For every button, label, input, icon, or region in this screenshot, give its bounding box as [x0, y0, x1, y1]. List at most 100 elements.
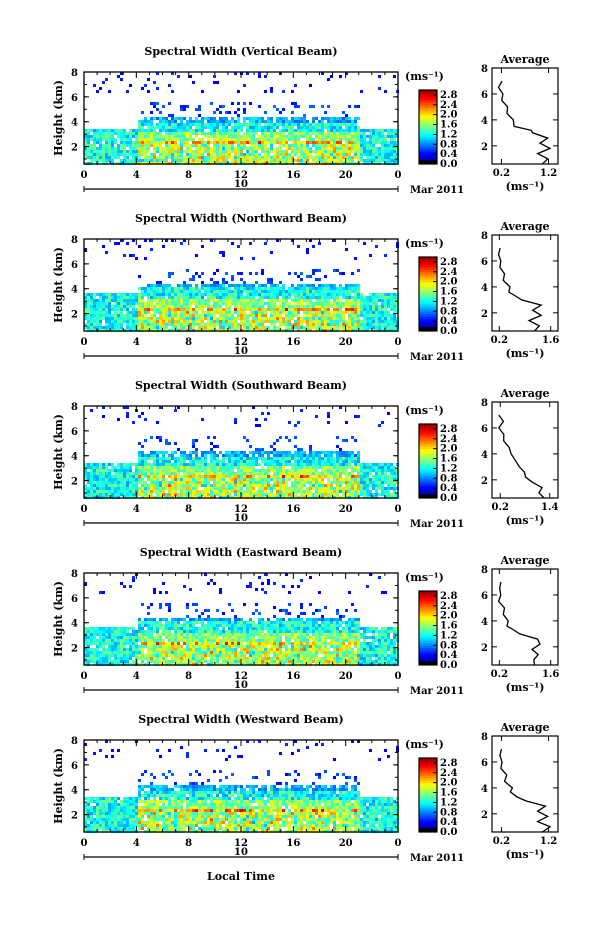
heat-cell: [198, 141, 201, 144]
heat-cell: [189, 326, 192, 329]
heat-cell: [384, 478, 387, 481]
heat-cell: [246, 490, 249, 493]
heat-cell: [261, 490, 264, 493]
heat-cell: [264, 460, 267, 463]
heat-cell: [315, 317, 318, 320]
heat-cell: [156, 299, 159, 302]
colorbar-segment: [419, 114, 437, 118]
heat-cell: [270, 129, 273, 132]
heat-cell: [93, 308, 96, 311]
heat-cell: [132, 481, 135, 484]
heat-cell: [96, 463, 99, 466]
heat-cell: [249, 123, 252, 126]
heat-cell: [141, 299, 144, 302]
heat-cell: [261, 126, 264, 129]
heat-cell: [258, 311, 261, 314]
y-tick-label: 4: [71, 118, 78, 129]
heat-cell: [339, 454, 342, 457]
heat-cell: [381, 314, 384, 317]
heat-cell: [147, 323, 150, 326]
heat-cell: [300, 278, 303, 281]
heat-cell: [354, 314, 357, 317]
colorbar-segment: [419, 160, 437, 164]
heat-cell: [156, 108, 159, 111]
heat-cell: [183, 156, 186, 159]
heat-cell: [240, 490, 243, 493]
heat-cell: [183, 290, 186, 293]
heat-cell: [327, 490, 330, 493]
colorbar-segment: [419, 318, 437, 322]
heat-cell: [198, 302, 201, 305]
heat-cell: [327, 141, 330, 144]
heat-cell: [390, 129, 393, 132]
heat-cell: [156, 284, 159, 287]
heat-cell: [171, 466, 174, 469]
heat-cell: [282, 153, 285, 156]
heat-cell: [342, 129, 345, 132]
heat-cell: [246, 484, 249, 487]
heat-cell: [261, 159, 264, 162]
panel-0: Spectral Width (Vertical Beam)2468Height…: [52, 45, 559, 196]
heat-cell: [111, 466, 114, 469]
heat-cell: [294, 463, 297, 466]
heat-cell: [330, 326, 333, 329]
heat-cell: [195, 150, 198, 153]
heat-cell: [291, 153, 294, 156]
heat-cell: [201, 493, 204, 496]
heat-cell: [336, 305, 339, 308]
heat-cell: [372, 469, 375, 472]
heat-cell: [141, 144, 144, 147]
heat-cell: [216, 120, 219, 123]
heat-cell: [309, 472, 312, 475]
heat-cell: [249, 141, 252, 144]
heat-cell: [276, 138, 279, 141]
heat-cell: [351, 126, 354, 129]
heat-cell: [309, 466, 312, 469]
heat-cell: [249, 320, 252, 323]
heat-cell: [276, 305, 279, 308]
heat-cell: [246, 159, 249, 162]
heat-cell: [147, 123, 150, 126]
heat-cell: [306, 156, 309, 159]
heat-cell: [255, 299, 258, 302]
heat-cell: [363, 305, 366, 308]
heat-cell: [144, 129, 147, 132]
heat-cell: [105, 302, 108, 305]
heat-cell: [147, 147, 150, 150]
heat-cell: [102, 302, 105, 305]
heat-cell: [144, 323, 147, 326]
heat-cell: [327, 132, 330, 135]
heat-cell: [141, 314, 144, 317]
heat-cell: [87, 141, 90, 144]
heat-cell: [252, 490, 255, 493]
heat-cell: [165, 117, 168, 120]
heat-cell: [267, 299, 270, 302]
heat-cell: [270, 150, 273, 153]
heat-cell: [180, 478, 183, 481]
heat-cell: [321, 129, 324, 132]
heat-cell: [348, 129, 351, 132]
heat-cell: [252, 287, 255, 290]
heat-cell: [243, 120, 246, 123]
heat-cell: [291, 457, 294, 460]
heat-cell: [309, 487, 312, 490]
heat-cell: [318, 472, 321, 475]
heat-cell: [255, 123, 258, 126]
heat-cell: [225, 141, 228, 144]
heat-cell: [144, 239, 147, 242]
heat-cell: [351, 478, 354, 481]
heat-cell: [390, 141, 393, 144]
heat-cell: [141, 308, 144, 311]
heat-cell: [177, 463, 180, 466]
heat-cell: [153, 469, 156, 472]
heat-cell: [354, 299, 357, 302]
heat-cell: [381, 487, 384, 490]
heat-cell: [111, 305, 114, 308]
heat-cell: [351, 287, 354, 290]
heat-cell: [387, 302, 390, 305]
heat-cell: [261, 147, 264, 150]
heat-cell: [369, 490, 372, 493]
heat-cell: [348, 314, 351, 317]
heat-cell: [102, 153, 105, 156]
heat-cell: [165, 293, 168, 296]
